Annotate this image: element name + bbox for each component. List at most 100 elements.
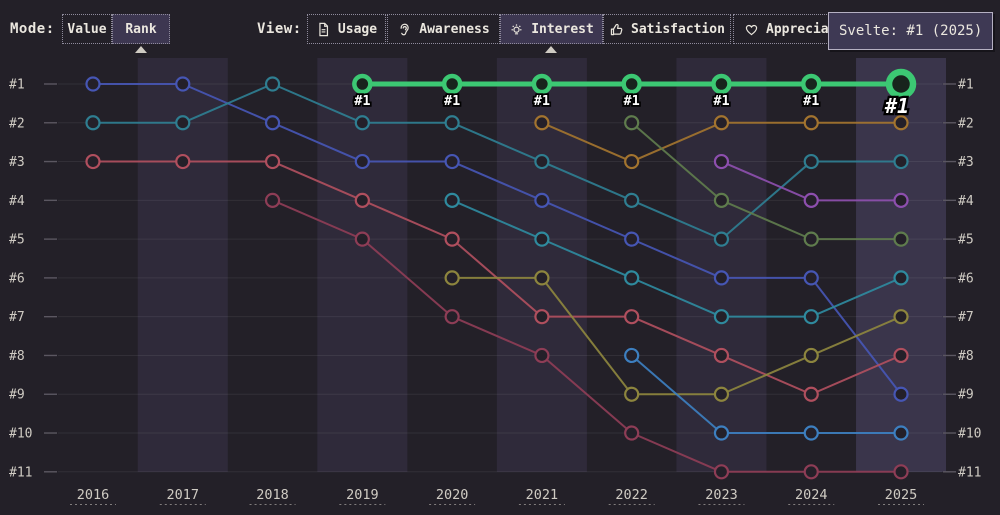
data-point-steel-blue-2023[interactable] — [713, 425, 730, 441]
data-point-svelte-2025[interactable] — [885, 68, 917, 100]
data-point-olive-2020[interactable] — [444, 270, 460, 286]
data-point-indigo-2024[interactable] — [803, 270, 819, 286]
x-axis-label-2025[interactable]: 2025 — [885, 487, 918, 503]
data-point-indigo-2023[interactable] — [713, 270, 730, 286]
data-point-purple-2023[interactable] — [713, 153, 730, 170]
view-button-satisfaction[interactable]: Satisfaction — [603, 14, 731, 44]
data-point-rose-2021[interactable] — [534, 309, 550, 325]
data-point-svelte-2023[interactable] — [711, 73, 732, 95]
data-point-teal-2021[interactable] — [534, 153, 550, 170]
data-point-steel-blue-2025[interactable] — [893, 425, 909, 441]
data-point-olive-2022[interactable] — [624, 386, 640, 402]
data-point-svelte-2021[interactable] — [531, 73, 553, 95]
data-point-purple-2024[interactable] — [803, 192, 819, 208]
data-point-sage-2023[interactable] — [713, 192, 730, 208]
data-point-cyan-2021[interactable] — [534, 231, 550, 247]
thumbs-up-icon — [610, 23, 623, 35]
data-point-olive-2023[interactable] — [713, 386, 730, 402]
y-axis-label-right: #7 — [958, 310, 974, 325]
data-point-rose-2019[interactable] — [354, 192, 370, 208]
data-point-teal-2018[interactable] — [264, 76, 281, 92]
data-point-indigo-2025[interactable] — [893, 386, 909, 402]
data-point-maroon-2021[interactable] — [534, 347, 550, 364]
data-point-svelte-2024[interactable] — [800, 73, 822, 95]
data-point-amber-2022[interactable] — [624, 153, 640, 170]
data-point-rose-2023[interactable] — [713, 347, 730, 364]
data-point-indigo-2016[interactable] — [85, 76, 101, 92]
data-point-rose-2017[interactable] — [175, 153, 191, 170]
x-axis-label-2018[interactable]: 2018 — [256, 487, 289, 503]
x-axis-label-2020[interactable]: 2020 — [436, 487, 469, 503]
data-point-rose-2020[interactable] — [444, 231, 460, 247]
data-point-teal-2023[interactable] — [713, 231, 730, 247]
data-point-maroon-2024[interactable] — [803, 464, 819, 480]
document-icon — [319, 22, 328, 36]
ear-icon — [400, 23, 410, 35]
data-point-cyan-2020[interactable] — [444, 192, 460, 208]
y-axis-label-right: #3 — [958, 155, 974, 170]
data-point-teal-2017[interactable] — [175, 115, 191, 131]
data-point-indigo-2017[interactable] — [175, 76, 191, 92]
mode-button-value[interactable]: Value — [62, 14, 112, 44]
view-button-interest[interactable]: Interest — [500, 14, 603, 44]
data-point-teal-2025[interactable] — [893, 153, 909, 170]
data-point-teal-2024[interactable] — [803, 153, 819, 170]
data-point-maroon-2019[interactable] — [354, 231, 370, 247]
data-point-teal-2020[interactable] — [444, 115, 460, 131]
x-axis-label-2017[interactable]: 2017 — [167, 487, 200, 503]
data-point-indigo-2021[interactable] — [534, 192, 550, 208]
y-axis-label-left: #10 — [9, 427, 32, 442]
data-point-maroon-2020[interactable] — [444, 309, 460, 325]
data-point-cyan-2023[interactable] — [713, 309, 730, 325]
data-point-maroon-2018[interactable] — [264, 192, 281, 208]
data-point-sage-2025[interactable] — [893, 231, 909, 247]
data-point-teal-2016[interactable] — [85, 115, 101, 131]
x-axis-label-2023[interactable]: 2023 — [705, 487, 738, 503]
data-point-rose-2016[interactable] — [85, 153, 101, 170]
data-point-amber-2025[interactable] — [893, 115, 909, 131]
data-point-olive-2021[interactable] — [534, 270, 550, 286]
y-axis-label-left: #2 — [9, 116, 25, 131]
data-point-sage-2024[interactable] — [803, 231, 819, 247]
data-point-teal-2022[interactable] — [624, 192, 640, 208]
data-point-purple-2025[interactable] — [893, 192, 909, 208]
x-axis-label-2021[interactable]: 2021 — [526, 487, 559, 503]
data-point-teal-2019[interactable] — [354, 115, 370, 131]
mode-button-rank[interactable]: Rank — [112, 14, 170, 44]
x-axis-label-2022[interactable]: 2022 — [615, 487, 648, 503]
data-point-olive-2025[interactable] — [893, 309, 909, 325]
view-button-awareness[interactable]: Awareness — [387, 14, 500, 44]
data-point-amber-2024[interactable] — [803, 115, 819, 131]
data-point-indigo-2019[interactable] — [354, 153, 370, 170]
data-point-steel-blue-2024[interactable] — [803, 425, 819, 441]
series-line-steel-blue — [631, 354, 902, 435]
data-point-cyan-2025[interactable] — [893, 270, 909, 286]
data-point-indigo-2020[interactable] — [444, 153, 460, 170]
x-axis-label-2019[interactable]: 2019 — [346, 487, 379, 503]
data-point-svelte-2022[interactable] — [621, 73, 642, 95]
data-point-svelte-2019[interactable] — [352, 73, 373, 95]
data-point-rose-2018[interactable] — [264, 153, 281, 170]
data-point-sage-2022[interactable] — [624, 115, 640, 131]
data-point-rose-2024[interactable] — [803, 386, 819, 402]
data-point-olive-2024[interactable] — [803, 347, 819, 364]
data-point-rose-2022[interactable] — [624, 309, 640, 325]
data-point-maroon-2025[interactable] — [893, 464, 909, 480]
data-point-indigo-2018[interactable] — [264, 115, 281, 131]
data-point-cyan-2024[interactable] — [803, 309, 819, 325]
data-point-svelte-2020[interactable] — [441, 73, 463, 95]
data-point-amber-2021[interactable] — [534, 115, 550, 131]
data-point-rose-2025[interactable] — [893, 347, 909, 364]
data-point-maroon-2023[interactable] — [713, 464, 730, 480]
x-axis-label-2016[interactable]: 2016 — [77, 487, 110, 503]
data-point-cyan-2022[interactable] — [624, 270, 640, 286]
mode-label: Mode: — [10, 21, 55, 37]
data-point-steel-blue-2022[interactable] — [624, 347, 640, 364]
data-point-amber-2023[interactable] — [713, 115, 730, 131]
x-axis-label-2024[interactable]: 2024 — [795, 487, 828, 503]
data-point-indigo-2022[interactable] — [624, 231, 640, 247]
y-axis-label-right: #1 — [958, 78, 974, 93]
view-button-satisfaction-label: Satisfaction — [631, 21, 725, 37]
view-button-usage[interactable]: Usage — [307, 14, 386, 44]
data-point-maroon-2022[interactable] — [624, 425, 640, 441]
